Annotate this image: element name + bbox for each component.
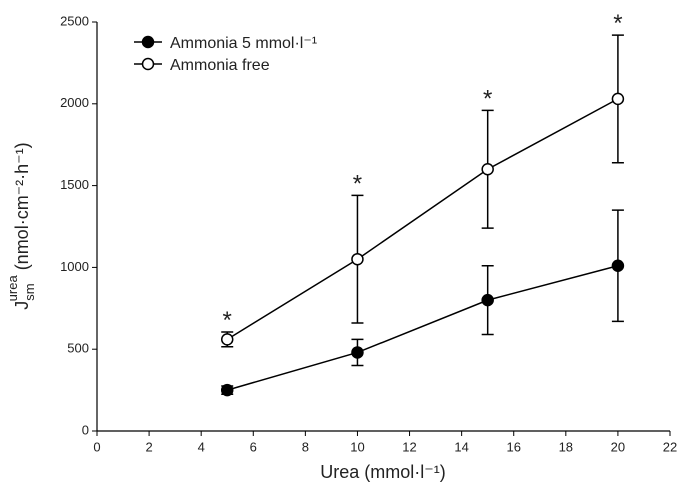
x-tick-label: 8 bbox=[302, 439, 309, 454]
y-tick-label: 0 bbox=[82, 422, 89, 437]
legend-label: Ammonia 5 mmol·l⁻¹ bbox=[170, 35, 317, 52]
x-tick-label: 22 bbox=[663, 439, 677, 454]
x-tick-label: 18 bbox=[559, 439, 573, 454]
x-tick-label: 0 bbox=[93, 439, 100, 454]
y-tick-label: 500 bbox=[67, 341, 89, 356]
y-label-sup: urea bbox=[5, 275, 20, 302]
legend-label: Ammonia free bbox=[170, 57, 270, 74]
marker bbox=[351, 346, 364, 359]
y-tick-label: 2500 bbox=[60, 13, 89, 28]
significance-mark: * bbox=[353, 170, 362, 197]
legend-marker bbox=[141, 35, 155, 49]
y-tick-label: 1500 bbox=[60, 177, 89, 192]
significance-mark: * bbox=[483, 85, 492, 112]
x-tick-label: 14 bbox=[454, 439, 468, 454]
marker bbox=[220, 333, 234, 346]
y-axis-label: Jsmurea (nmol·cm⁻²·h⁻¹) bbox=[5, 142, 37, 309]
series-line bbox=[226, 98, 619, 341]
significance-mark: * bbox=[223, 307, 232, 334]
legend-marker bbox=[141, 57, 155, 71]
y-label-sub: sm bbox=[22, 283, 37, 300]
marker bbox=[351, 252, 364, 266]
x-axis-label: Urea (mmol·l⁻¹) bbox=[320, 462, 446, 482]
marker bbox=[611, 92, 625, 106]
x-tick-label: 12 bbox=[402, 439, 416, 454]
y-tick-label: 1000 bbox=[60, 259, 89, 274]
x-tick-label: 10 bbox=[350, 439, 364, 454]
y-tick-label: 2000 bbox=[60, 95, 89, 110]
marker bbox=[220, 383, 234, 397]
significance-mark: * bbox=[613, 10, 622, 37]
x-tick-label: 6 bbox=[250, 439, 257, 454]
series-line bbox=[227, 265, 619, 391]
x-tick-label: 2 bbox=[145, 439, 152, 454]
y-label-unit: (nmol·cm⁻²·h⁻¹) bbox=[12, 142, 32, 275]
marker bbox=[481, 162, 494, 176]
marker bbox=[611, 259, 625, 273]
marker bbox=[481, 293, 494, 307]
x-tick-label: 16 bbox=[506, 439, 520, 454]
x-tick-label: 4 bbox=[198, 439, 205, 454]
x-tick-label: 20 bbox=[611, 439, 625, 454]
y-label-main: J bbox=[12, 301, 32, 310]
